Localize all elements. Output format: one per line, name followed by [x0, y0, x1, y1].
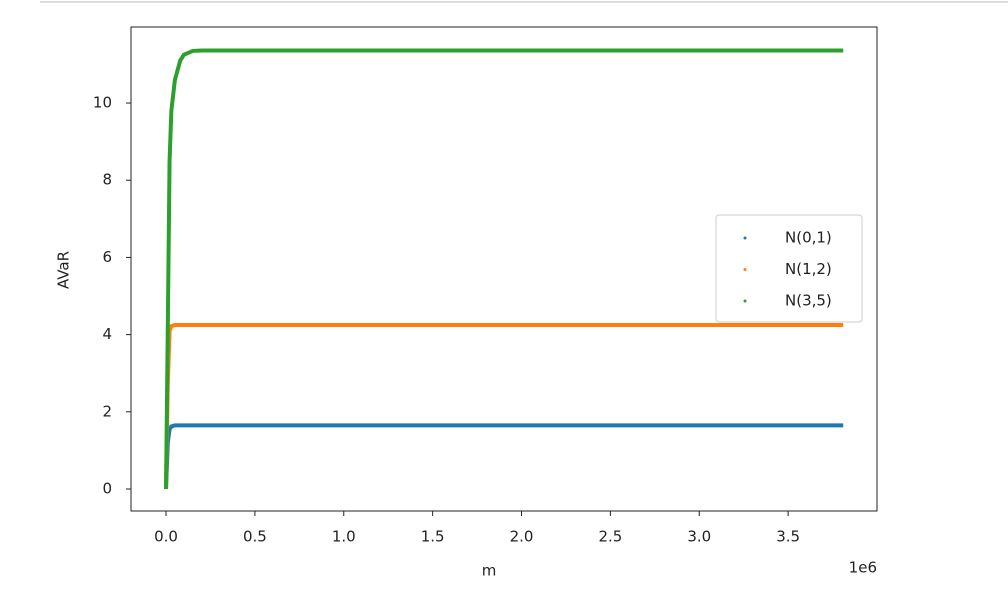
legend-marker	[743, 299, 747, 303]
x-tick-label: 0.0	[154, 528, 178, 546]
series-line	[164, 322, 844, 490]
x-offset-label: 1e6	[849, 559, 877, 577]
y-tick-label: 2	[102, 402, 112, 420]
legend-marker	[743, 268, 747, 271]
x-tick-label: 1.0	[332, 528, 356, 546]
plot-frame	[130, 26, 878, 512]
x-tick-label: 2.0	[510, 528, 534, 546]
legend-marker	[743, 236, 747, 240]
y-tick-label: 0	[102, 480, 112, 498]
x-tick-label: 1.5	[421, 528, 445, 546]
x-axis-label: m	[482, 562, 497, 580]
series-line	[164, 48, 844, 490]
x-tick-label: 3.5	[776, 528, 800, 546]
y-axis-label: AVaR	[55, 251, 73, 289]
x-tick-label: 0.5	[243, 528, 267, 546]
y-tick-label: 10	[93, 94, 112, 112]
x-tick-label: 3.0	[687, 528, 711, 546]
series-line	[164, 423, 844, 490]
y-tick-label: 4	[102, 325, 112, 343]
legend-label: N(1,2)	[785, 260, 832, 278]
x-tick-label: 2.5	[598, 528, 622, 546]
y-tick-label: 8	[102, 171, 112, 189]
legend-box	[715, 214, 863, 323]
legend-label: N(3,5)	[785, 292, 832, 310]
y-tick-label: 6	[102, 248, 112, 266]
legend-label: N(0,1)	[785, 229, 832, 247]
